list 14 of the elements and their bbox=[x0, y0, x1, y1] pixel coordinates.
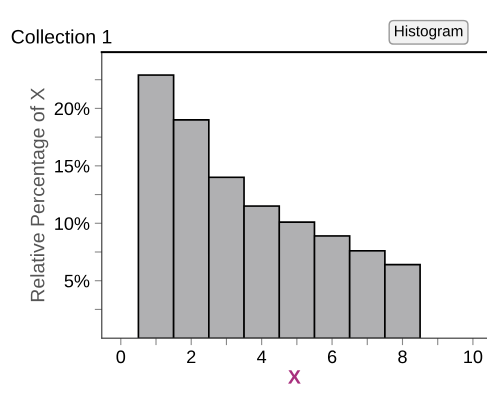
text: Histogram bbox=[395, 25, 462, 40]
y-tick-label: 10% bbox=[55, 217, 90, 230]
y-tick-label: 15% bbox=[55, 160, 90, 173]
x-tick-label: 4 bbox=[257, 350, 266, 364]
x-tick-label: 6 bbox=[328, 350, 336, 364]
x-tick-label: 2 bbox=[187, 350, 196, 364]
chart-title: Collection 1 bbox=[12, 29, 112, 44]
x-tick-label: 0 bbox=[116, 350, 126, 364]
y-axis-title: Relative Percentage of X bbox=[30, 88, 48, 302]
y-tick-label: 20% bbox=[54, 102, 90, 116]
x-axis-title: X bbox=[288, 370, 301, 384]
x-tick-label: 10 bbox=[464, 350, 482, 364]
y-tick-label: 5% bbox=[64, 274, 90, 288]
x-tick-label: 8 bbox=[398, 350, 407, 364]
